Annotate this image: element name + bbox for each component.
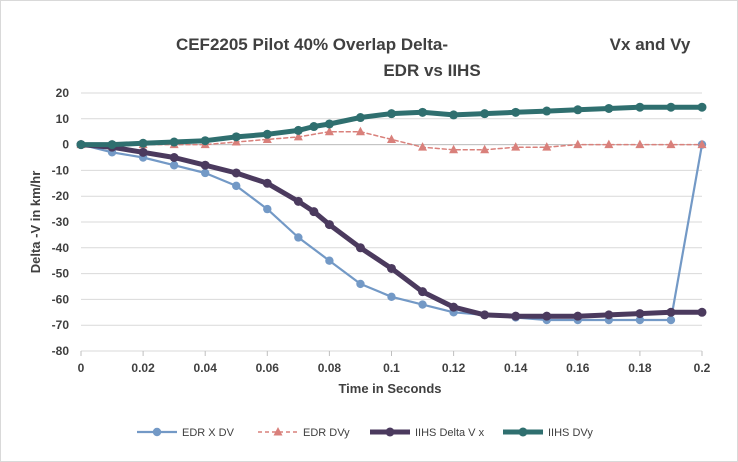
- data-point: [232, 132, 241, 141]
- x-tick-label: 0.18: [628, 361, 652, 375]
- data-point: [201, 136, 210, 145]
- chart-title-line-1: CEF2205 Pilot 40% Overlap Delta-: [176, 35, 448, 54]
- chart-container: CEF2205 Pilot 40% Overlap Delta- EDR vs …: [0, 0, 738, 462]
- y-tick-label: 10: [56, 112, 70, 126]
- data-point: [387, 264, 396, 273]
- data-point: [635, 103, 644, 112]
- x-tick-label: 0.2: [694, 361, 711, 375]
- data-point: [698, 308, 707, 317]
- data-point: [666, 308, 675, 317]
- data-point: [356, 280, 364, 288]
- data-point: [480, 109, 489, 118]
- line-chart: CEF2205 Pilot 40% Overlap Delta- EDR vs …: [0, 0, 738, 462]
- x-tick-label: 0.12: [442, 361, 466, 375]
- x-tick-label: 0.14: [504, 361, 528, 375]
- data-point: [263, 179, 272, 188]
- data-point: [667, 316, 675, 324]
- y-tick-label: -10: [52, 163, 70, 177]
- data-point: [77, 140, 86, 149]
- y-tick-label: 0: [62, 138, 69, 152]
- y-tick-label: -40: [52, 241, 70, 255]
- data-point: [325, 119, 334, 128]
- y-axis-title: Delta -V in km/hr: [28, 171, 43, 274]
- data-point: [294, 126, 303, 135]
- chart-title-right: Vx and Vy: [610, 35, 691, 54]
- y-tick-label: -20: [52, 189, 70, 203]
- chart-title-line-2: EDR vs IIHS: [383, 61, 480, 80]
- data-point: [418, 287, 427, 296]
- data-point: [201, 169, 209, 177]
- data-point: [698, 103, 707, 112]
- y-tick-label: 20: [56, 86, 70, 100]
- data-point: [604, 104, 613, 113]
- data-point: [542, 107, 551, 116]
- x-tick-label: 0.02: [131, 361, 155, 375]
- y-tick-label: -80: [52, 344, 70, 358]
- data-point: [418, 300, 426, 308]
- data-point: [263, 205, 271, 213]
- x-tick-label: 0.04: [194, 361, 218, 375]
- data-point: [573, 312, 582, 321]
- x-tick-label: 0.08: [318, 361, 342, 375]
- legend-swatch-marker: [153, 428, 161, 436]
- x-tick-label: 0.1: [383, 361, 400, 375]
- data-point: [511, 108, 520, 117]
- data-point: [542, 312, 551, 321]
- data-point: [170, 138, 179, 147]
- legend-label: IIHS Delta V x: [415, 427, 485, 439]
- data-point: [294, 197, 303, 206]
- y-tick-label: -60: [52, 292, 70, 306]
- legend-swatch-marker: [519, 428, 528, 437]
- data-point: [387, 109, 396, 118]
- data-point: [139, 148, 148, 157]
- legend-label: EDR X DV: [182, 427, 235, 439]
- data-point: [201, 161, 210, 170]
- data-point: [635, 309, 644, 318]
- y-tick-label: -70: [52, 318, 70, 332]
- data-point: [387, 293, 395, 301]
- x-tick-label: 0.16: [566, 361, 590, 375]
- data-point: [666, 103, 675, 112]
- legend-label: IIHS DVy: [548, 427, 593, 439]
- data-point: [325, 257, 333, 265]
- data-point: [449, 110, 458, 119]
- data-point: [356, 113, 365, 122]
- data-point: [108, 140, 117, 149]
- data-point: [263, 130, 272, 139]
- data-point: [480, 310, 489, 319]
- y-tick-label: -30: [52, 215, 70, 229]
- x-tick-label: 0.06: [256, 361, 280, 375]
- x-tick-label: 0: [78, 361, 85, 375]
- data-point: [309, 122, 318, 131]
- y-tick-label: -50: [52, 267, 70, 281]
- data-point: [232, 182, 240, 190]
- data-point: [449, 303, 458, 312]
- data-point: [604, 310, 613, 319]
- data-point: [356, 243, 365, 252]
- data-point: [294, 233, 302, 241]
- data-point: [511, 312, 520, 321]
- data-point: [170, 153, 179, 162]
- data-point: [232, 168, 241, 177]
- data-point: [170, 161, 178, 169]
- legend-label: EDR DVy: [303, 427, 350, 439]
- data-point: [139, 139, 148, 148]
- data-point: [418, 108, 427, 117]
- data-point: [309, 207, 318, 216]
- x-axis-title: Time in Seconds: [338, 381, 441, 396]
- data-point: [325, 220, 334, 229]
- data-point: [573, 105, 582, 114]
- legend-swatch-marker: [386, 428, 395, 437]
